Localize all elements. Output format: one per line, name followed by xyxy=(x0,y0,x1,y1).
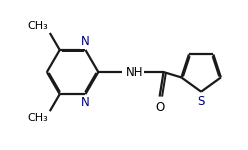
Text: N: N xyxy=(81,35,90,48)
Text: N: N xyxy=(81,96,90,109)
Text: CH₃: CH₃ xyxy=(27,21,48,31)
Text: CH₃: CH₃ xyxy=(27,113,48,123)
Text: O: O xyxy=(155,100,164,114)
Text: S: S xyxy=(197,95,205,108)
Text: NH: NH xyxy=(126,66,144,79)
